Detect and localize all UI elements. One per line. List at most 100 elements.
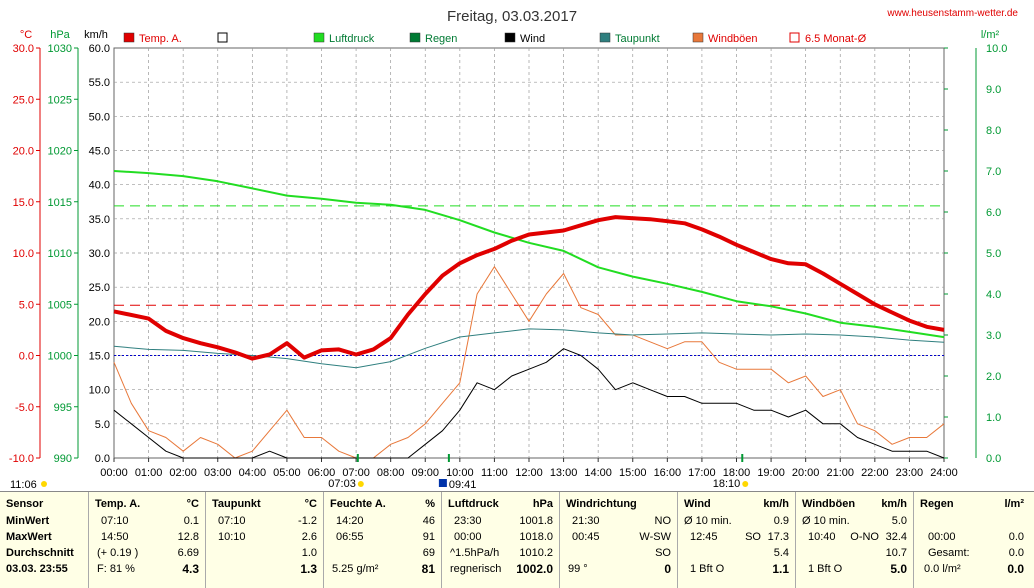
hum-avg-value: 69 bbox=[422, 547, 435, 559]
rain-unit: l/m² bbox=[1004, 498, 1024, 510]
temp-tick-label: 15.0 bbox=[13, 197, 34, 209]
dew-max-time: 10:10 bbox=[218, 531, 246, 543]
x-tick-label: 02:00 bbox=[169, 467, 197, 479]
legend-label: Temp. A. bbox=[139, 33, 182, 45]
dew-unit: °C bbox=[304, 498, 317, 510]
col-rain: Regen l/m² 00:00 0.0 Gesamt: 0.0 0.0 l/m² 0.… bbox=[913, 492, 1034, 588]
legend-swatch bbox=[217, 32, 228, 43]
dir-min-time: 21:30 bbox=[572, 515, 600, 527]
wind-tick-label: 60.0 bbox=[89, 43, 110, 55]
rain-unit-label: l/m² bbox=[981, 29, 1000, 41]
wind-tick-label: 30.0 bbox=[89, 248, 110, 260]
dew-avg-value: 1.0 bbox=[301, 547, 317, 559]
wind-max-value: 17.3 bbox=[767, 531, 789, 543]
col-humidity: Feuchte A.% 14:20 46 06:55 91 69 5.25 g/m²… bbox=[323, 492, 441, 588]
x-tick-label: 23:00 bbox=[896, 467, 924, 479]
rain-max-time: 00:00 bbox=[928, 531, 956, 543]
x-tick-label: 05:00 bbox=[273, 467, 301, 479]
rain-total-label: Gesamt: bbox=[928, 547, 970, 559]
wind-unit: km/h bbox=[763, 498, 789, 510]
col-wind: Wind km/h Ø 10 min. 0.9 12:45 SO 17.3 5.4 1 … bbox=[677, 492, 795, 588]
press-max-value: 1018.0 bbox=[519, 531, 553, 543]
temp-avg-value: 6.69 bbox=[177, 547, 199, 559]
col-gusts: Windböen km/h Ø 10 min. 5.0 10:40 O-NO 32.4 … bbox=[795, 492, 913, 588]
dir-max-value: W-SW bbox=[639, 531, 671, 543]
press-max-time: 00:00 bbox=[454, 531, 482, 543]
x-tick-label: 06:00 bbox=[308, 467, 336, 479]
series-windben bbox=[113, 266, 945, 459]
x-tick-label: 16:00 bbox=[654, 467, 682, 479]
pressure-tick-label: 995 bbox=[54, 402, 72, 414]
temp-unit: °C bbox=[186, 498, 199, 510]
temp-now-label: F: 81 % bbox=[97, 563, 135, 575]
rain-total-value: 0.0 bbox=[1008, 547, 1024, 559]
temp-min-time: 07:10 bbox=[101, 515, 129, 527]
temp-now-value: 4.3 bbox=[182, 562, 199, 576]
gust-now-label: 1 Bft O bbox=[808, 563, 843, 575]
legend-swatch bbox=[599, 32, 611, 43]
gust-min-value: 5.0 bbox=[891, 515, 907, 527]
rain-tick-label: 3.0 bbox=[986, 330, 1001, 342]
wind-tick-label: 5.0 bbox=[95, 419, 110, 431]
gust-avg-value: 10.7 bbox=[885, 547, 907, 559]
x-tick-label: 14:00 bbox=[584, 467, 612, 479]
legend-label: Wind bbox=[520, 33, 545, 45]
series-luftdruck bbox=[113, 170, 945, 339]
col-pressure: Luftdruck hPa 23:30 1001.8 00:00 1018.0 ^1.… bbox=[441, 492, 559, 588]
x-tick-label: 20:00 bbox=[792, 467, 820, 479]
dew-min-time: 07:10 bbox=[218, 515, 246, 527]
rain-tick-label: 1.0 bbox=[986, 412, 1001, 424]
rain-header: Regen bbox=[920, 498, 954, 510]
time-markers: 11:06 07:03 09:41 18:10 bbox=[10, 454, 749, 491]
temp-tick-label: 10.0 bbox=[13, 248, 34, 260]
x-tick-label: 07:00 bbox=[342, 467, 370, 479]
reference-lines bbox=[114, 205, 944, 356]
rain-tick-label: 5.0 bbox=[986, 248, 1001, 260]
dir-max-time: 00:45 bbox=[572, 531, 600, 543]
hum-now-value: 81 bbox=[421, 562, 435, 576]
temp-max-time: 14:50 bbox=[101, 531, 129, 543]
legend: Temp. A. Luftdruck Regen Wind Taupunkt Windbö… bbox=[123, 32, 867, 45]
wind-tick-label: 25.0 bbox=[89, 282, 110, 294]
hum-min-value: 46 bbox=[422, 515, 435, 527]
pressure-tick-label: 1005 bbox=[48, 299, 72, 311]
rain-tick-label: 6.0 bbox=[986, 207, 1001, 219]
current-time-sun-icon bbox=[41, 481, 47, 487]
temp-tick-label: -5.0 bbox=[15, 402, 34, 414]
x-tick-label: 10:00 bbox=[446, 467, 474, 479]
moon-icon bbox=[438, 479, 447, 487]
dir-min-value: NO bbox=[654, 515, 672, 527]
pressure-unit-label: hPa bbox=[50, 29, 70, 41]
stats-table: Sensor MinWert MaxWert Durchschnitt 03.0… bbox=[0, 491, 1034, 588]
legend-label: 6.5 Monat-Ø bbox=[805, 33, 867, 45]
temp-tick-label: -10.0 bbox=[9, 453, 34, 465]
row-label-avg: Durchschnitt bbox=[6, 547, 74, 559]
wind-tick-label: 55.0 bbox=[89, 77, 110, 89]
x-tick-label: 18:00 bbox=[723, 467, 751, 479]
rain-now-value: 0.0 bbox=[1007, 562, 1024, 576]
pressure-tick-label: 1025 bbox=[48, 94, 72, 106]
rain-tick-label: 2.0 bbox=[986, 371, 1001, 383]
x-tick-label: 08:00 bbox=[377, 467, 405, 479]
wind-max-direction: SO bbox=[745, 531, 761, 543]
col-sensor: Sensor MinWert MaxWert Durchschnitt 03.0… bbox=[0, 492, 88, 588]
x-tick-label: 12:00 bbox=[515, 467, 543, 479]
wind-now-value: 1.1 bbox=[772, 562, 789, 576]
site-link[interactable]: www.heusenstamm-wetter.de bbox=[886, 8, 1018, 19]
wind-min-label: Ø 10 min. bbox=[684, 515, 732, 527]
series-tempa bbox=[113, 215, 945, 361]
pressure-tick-label: 990 bbox=[54, 453, 72, 465]
rain-tick-label: 7.0 bbox=[986, 166, 1001, 178]
temp-tick-label: 5.0 bbox=[19, 299, 34, 311]
dew-max-value: 2.6 bbox=[301, 531, 317, 543]
x-tick-label: 24:00 bbox=[930, 467, 958, 479]
x-tick-label: 22:00 bbox=[861, 467, 889, 479]
press-header: Luftdruck bbox=[448, 498, 499, 510]
x-tick-label: 01:00 bbox=[135, 467, 163, 479]
hum-unit: % bbox=[425, 498, 435, 510]
legend-label: Luftdruck bbox=[329, 33, 375, 45]
press-forecast: regnerisch bbox=[450, 563, 502, 575]
pressure-tick-label: 1030 bbox=[48, 43, 72, 55]
gust-now-value: 5.0 bbox=[890, 562, 907, 576]
dew-header: Taupunkt bbox=[212, 498, 261, 510]
